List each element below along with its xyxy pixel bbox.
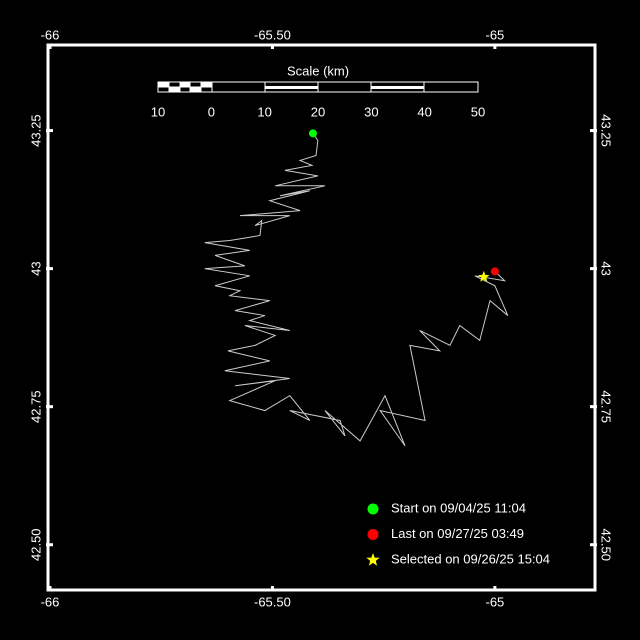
scale-bar	[157, 81, 479, 93]
scale-label: 10	[151, 104, 165, 119]
scale-label: 40	[417, 104, 431, 119]
scale-label: 50	[471, 104, 485, 119]
scale-label: 0	[208, 104, 215, 119]
scale-title: Scale (km)	[287, 63, 349, 78]
track	[204, 133, 509, 447]
legend-label: Start on 09/04/25 11:04	[391, 500, 526, 515]
y-tick-label-left: 42.50	[28, 528, 43, 561]
y-tick-label-right: 43.25	[599, 114, 614, 147]
legend-symbol	[367, 503, 379, 515]
legend-symbol	[366, 553, 380, 566]
scale-label: 20	[311, 104, 325, 119]
y-tick-label-left: 43.25	[28, 114, 43, 147]
legend-symbol	[367, 529, 379, 540]
scale-label: 30	[364, 104, 378, 119]
y-tick-label-right: 42.50	[599, 528, 614, 561]
y-tick-label-left: 43	[28, 261, 43, 275]
y-tick-label-right: 42.75	[599, 390, 614, 423]
legend-label: Last on 09/27/25 03:49	[391, 526, 524, 541]
track-marker	[308, 129, 317, 138]
x-tick-label-bottom: -65.50	[254, 594, 291, 609]
legend-label: Selected on 09/26/25 15:04	[391, 551, 550, 566]
frame	[46, 43, 597, 592]
x-tick-label-top: -65.50	[254, 27, 291, 42]
x-tick-label-bottom: -66	[41, 594, 60, 609]
scale-label: 10	[257, 104, 271, 119]
track-marker	[490, 267, 499, 276]
y-tick-label-right: 43	[599, 261, 614, 275]
x-tick-label-top: -65	[485, 27, 504, 42]
selected-marker	[478, 270, 490, 282]
x-tick-label-bottom: -65	[485, 594, 504, 609]
y-tick-label-left: 42.75	[28, 390, 43, 423]
x-tick-label-top: -66	[41, 27, 60, 42]
